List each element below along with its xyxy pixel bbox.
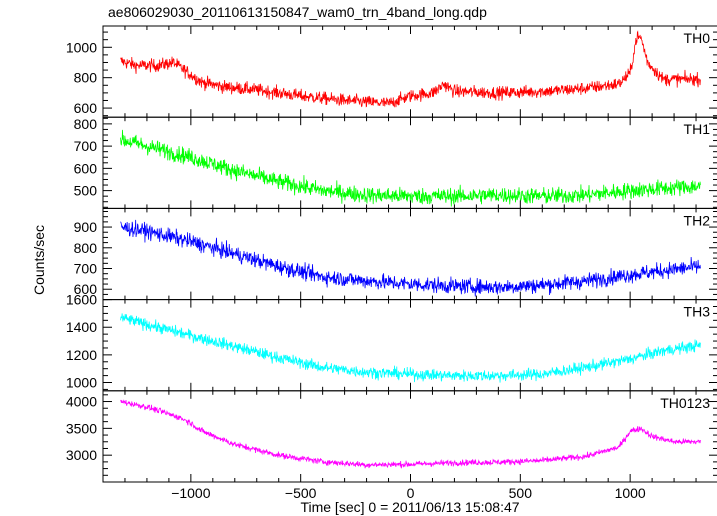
x-axis: −1000 −500 0 500 1000 (171, 485, 646, 501)
y-tick-label: 1400 (66, 319, 97, 335)
y-tick-label: 500 (74, 183, 98, 199)
panel-th1: TH1 500 600 700 800 (74, 116, 717, 209)
series-th3 (120, 313, 701, 383)
series-th2 (120, 219, 701, 297)
y-tick-label: 3000 (66, 447, 97, 463)
panel-label: TH2 (684, 212, 711, 228)
x-tick-label: −500 (285, 485, 317, 501)
panel-label: TH1 (684, 121, 711, 137)
series-th0 (120, 30, 701, 108)
panel-frame (102, 299, 717, 392)
x-tick-label: 500 (509, 485, 533, 501)
y-tick-label: 800 (74, 240, 98, 256)
x-tick-label: 1000 (615, 485, 646, 501)
y-tick-label: 4000 (66, 394, 97, 410)
y-tick-label: 1000 (66, 375, 97, 391)
x-tick-label: 0 (407, 485, 415, 501)
series-th1 (120, 129, 701, 207)
panel-label: TH0123 (660, 395, 710, 411)
y-tick-label: 800 (74, 70, 98, 86)
panel-label: TH3 (684, 304, 711, 320)
panel-label: TH0 (684, 30, 711, 46)
series-th0123 (120, 399, 701, 469)
y-axis-label: Counts/sec (31, 225, 47, 295)
y-tick-label: 600 (74, 160, 98, 176)
panel-th0: TH0 600 800 1000 (66, 25, 717, 118)
panel-th3: TH3 1000 1200 1400 1600 (66, 292, 717, 392)
panel-th0123: TH0123 3000 3500 4000 (66, 390, 717, 483)
panel-frame (102, 25, 717, 118)
x-tick-label: −1000 (171, 485, 211, 501)
y-tick-label: 3500 (66, 420, 97, 436)
y-tick-label: 900 (74, 219, 98, 235)
x-axis-label: Time [sec] 0 = 2011/06/13 15:08:47 (300, 499, 519, 515)
y-tick-label: 1000 (66, 39, 97, 55)
y-tick-label: 1200 (66, 347, 97, 363)
panel-th2: TH2 600 700 800 900 (74, 207, 717, 301)
panel-frame (102, 390, 717, 483)
y-tick-label: 700 (74, 138, 98, 154)
y-tick-label: 800 (74, 116, 98, 132)
y-tick-label: 600 (74, 281, 98, 297)
y-tick-label: 600 (74, 100, 98, 116)
y-tick-label: 700 (74, 261, 98, 277)
chart-title: ae806029030_20110613150847_wam0_trn_4ban… (108, 4, 487, 20)
panels: TH06008001000TH1500600700800TH2600700800… (66, 25, 717, 483)
y-tick-label: 1600 (66, 292, 97, 308)
